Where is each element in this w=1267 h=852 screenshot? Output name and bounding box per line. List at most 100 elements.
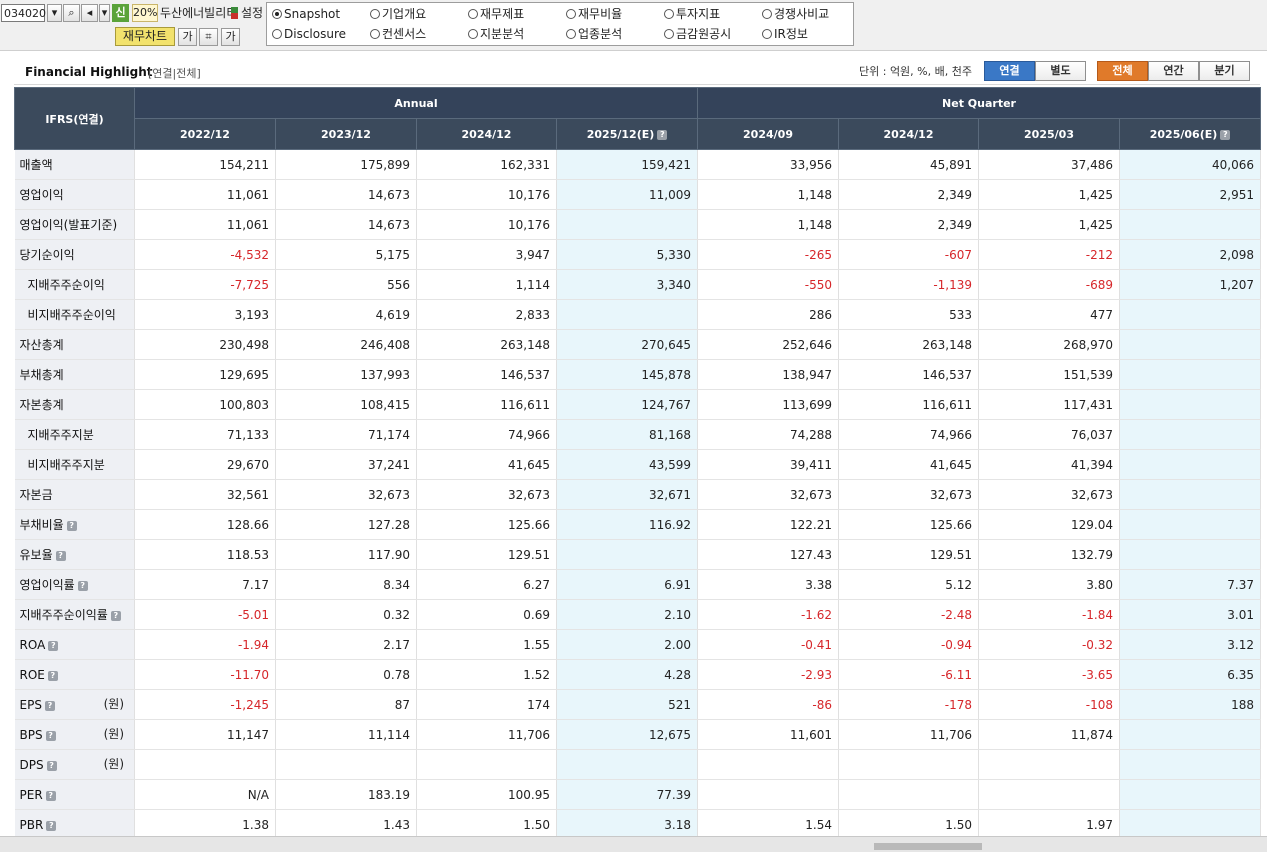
financial-chart-button[interactable]: 재무차트 <box>115 27 175 46</box>
radio-dot-icon <box>762 9 772 19</box>
table-cell: 32,673 <box>697 479 840 510</box>
help-icon[interactable]: ? <box>46 820 57 831</box>
radio-industry-analysis[interactable]: 업종분석 <box>566 26 622 42</box>
table-cell: 159,421 <box>556 149 699 180</box>
radio-investment-indicators[interactable]: 투자지표 <box>664 6 720 22</box>
radio-equity-analysis[interactable]: 지분분석 <box>468 26 524 42</box>
table-cell: 2.10 <box>556 599 699 630</box>
table-row: 부채총계 129,695 137,993 146,537 145,878 138,947 1… <box>14 359 1262 390</box>
row-label: 비지배주주지분 <box>14 449 135 480</box>
speaker-icon[interactable]: ◂ <box>81 4 98 22</box>
help-icon[interactable]: ? <box>45 790 56 801</box>
quarterly-button[interactable]: 분기 <box>1199 61 1250 81</box>
table-row: 당기순이익 -4,532 5,175 3,947 5,330 -265 -607 -212 2,… <box>14 239 1262 270</box>
table-cell: 2,349 <box>838 209 980 240</box>
scrollbar-thumb[interactable] <box>874 843 982 850</box>
help-icon[interactable]: ? <box>55 551 66 561</box>
table-cell: 41,394 <box>978 449 1121 480</box>
table-cell: 138,947 <box>697 359 840 390</box>
menu-dropdown-button[interactable]: ▾ <box>99 4 110 22</box>
radio-fss-disclosure[interactable]: 금감원공시 <box>664 26 731 42</box>
font-size-button[interactable]: 가 <box>178 28 197 46</box>
table-cell <box>1119 299 1262 330</box>
radio-financial-ratios[interactable]: 재무비율 <box>566 6 622 22</box>
help-icon[interactable]: ? <box>110 611 121 621</box>
table-row: 비지배주주지분 29,670 37,241 41,645 43,599 39,411 41,… <box>14 449 1262 480</box>
stock-code-input[interactable]: 034020 <box>1 4 46 22</box>
table-cell: 556 <box>275 269 417 300</box>
help-icon[interactable]: ? <box>45 730 56 741</box>
horizontal-scrollbar[interactable] <box>0 836 1267 852</box>
corner-header: IFRS(연결) <box>14 87 135 150</box>
help-icon[interactable]: ? <box>77 581 88 591</box>
radio-dot-icon <box>272 9 282 19</box>
font-size-button-2[interactable]: 가 <box>221 28 240 46</box>
table-cell <box>1119 539 1262 570</box>
code-dropdown-button[interactable]: ▾ <box>47 4 62 22</box>
help-icon[interactable]: ? <box>66 521 77 531</box>
separate-button[interactable]: 별도 <box>1035 61 1086 81</box>
table-cell: 14,673 <box>275 209 417 240</box>
help-icon[interactable]: ? <box>48 640 59 651</box>
consolidated-button[interactable]: 연결 <box>984 61 1035 81</box>
table-cell: 230,498 <box>134 329 276 360</box>
table-cell: 32,673 <box>838 479 980 510</box>
table-cell: 1,207 <box>1119 269 1262 300</box>
row-label: 부채총계 <box>14 359 135 390</box>
row-label: 자본금 <box>14 479 135 510</box>
radio-dot-icon <box>566 9 576 19</box>
all-period-button[interactable]: 전체 <box>1097 61 1148 81</box>
radio-consensus[interactable]: 컨센서스 <box>370 26 426 42</box>
radio-snapshot[interactable]: Snapshot <box>272 6 340 22</box>
table-cell: -607 <box>838 239 980 270</box>
table-cell: 37,486 <box>978 149 1121 180</box>
search-icon[interactable]: ⌕ <box>63 4 80 22</box>
table-cell: 37,241 <box>275 449 417 480</box>
radio-financial-statements[interactable]: 재무제표 <box>468 6 524 22</box>
radio-competitor-comparison[interactable]: 경쟁사비교 <box>762 6 829 22</box>
table-cell: 1.38 <box>134 809 276 840</box>
table-cell: 1,148 <box>697 209 840 240</box>
menu-radio-group: Snapshot 기업개요 재무제표 재무비율 투자지표 경쟁사비교 Discl… <box>266 2 854 46</box>
table-cell <box>978 749 1121 780</box>
table-cell: 3,947 <box>416 239 557 270</box>
table-body: 매출액 154,211 175,899 162,331 159,421 33,956 45,… <box>14 149 1262 840</box>
radio-company-overview[interactable]: 기업개요 <box>370 6 426 22</box>
table-cell: -1,245 <box>134 689 276 720</box>
column-header: 2022/12 <box>134 118 276 150</box>
column-header-row: 2022/12 2023/12 2024/12 2025/12(E)? 2024/09 2… <box>15 118 1262 150</box>
table-cell: 2,833 <box>416 299 557 330</box>
radio-ir-info[interactable]: IR정보 <box>762 26 808 42</box>
table-cell <box>1119 719 1262 750</box>
annual-button[interactable]: 연간 <box>1148 61 1199 81</box>
column-header: 2025/03 <box>978 118 1121 150</box>
table-cell: 8.34 <box>275 569 417 600</box>
table-cell: -108 <box>978 689 1121 720</box>
help-icon[interactable]: ? <box>44 700 55 711</box>
unit-label: (원) <box>103 757 124 771</box>
margin-rate-badge: 20% <box>132 4 158 22</box>
settings-link[interactable]: 설정 <box>241 6 264 20</box>
table-cell: 11,061 <box>134 209 276 240</box>
row-label: 매출액 <box>14 149 135 180</box>
table-cell: 1,114 <box>416 269 557 300</box>
row-label: 유보율? <box>14 539 135 570</box>
help-icon[interactable]: ? <box>657 129 668 140</box>
row-label: 자산총계 <box>14 329 135 360</box>
help-icon[interactable]: ? <box>1220 129 1231 140</box>
table-cell: 188 <box>1119 689 1262 720</box>
table-cell: 3.18 <box>556 809 699 840</box>
row-label: ROA? <box>14 629 135 660</box>
table-cell: 108,415 <box>275 389 417 420</box>
column-header: 2024/12 <box>838 118 980 150</box>
table-cell: 118.53 <box>134 539 276 570</box>
table-row: PER? N/A 183.19 100.95 77.39 <box>14 779 1262 810</box>
table-cell: 11,706 <box>416 719 557 750</box>
radio-disclosure[interactable]: Disclosure <box>272 26 346 42</box>
help-icon[interactable]: ? <box>46 760 57 771</box>
table-cell <box>134 749 276 780</box>
table-cell <box>1119 209 1262 240</box>
help-icon[interactable]: ? <box>47 670 58 681</box>
table-cell: -265 <box>697 239 840 270</box>
fit-window-icon[interactable]: ⌗ <box>199 28 218 46</box>
